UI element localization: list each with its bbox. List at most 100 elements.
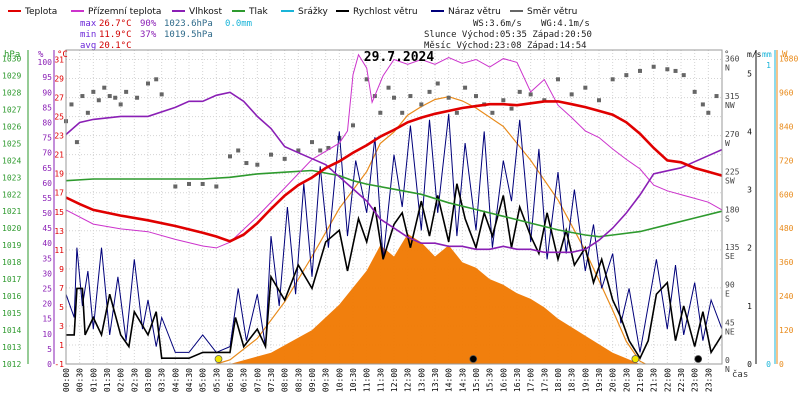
direction-compass-label: SE	[725, 252, 735, 261]
x-tick-label: 13:30	[431, 368, 440, 392]
direction-compass-label: NE	[725, 327, 735, 336]
radiation-tick-label: 120	[779, 326, 794, 335]
humidity-tick-label: 0	[47, 360, 52, 369]
wind-direction-point	[107, 94, 112, 99]
wind-tick-label: 0	[747, 360, 752, 369]
radiation-tick-label: 600	[779, 190, 794, 199]
x-tick-label: 02:00	[117, 368, 126, 392]
chart-title: 29.7.2024	[364, 50, 435, 65]
stats-max-rain: 0.0mm	[225, 19, 252, 29]
temperature-tick-label: 31	[54, 56, 64, 65]
x-tick-label: 14:30	[458, 368, 467, 392]
wind-direction-point	[517, 89, 522, 94]
x-tick-label: 16:00	[499, 368, 508, 392]
wind-tick-label: 2	[747, 244, 752, 253]
stats-min-label: min	[80, 30, 96, 40]
legend-label-2: Přízemní teplota	[88, 7, 161, 17]
moonset-marker	[469, 355, 478, 363]
x-tick-label: 05:30	[212, 368, 221, 392]
humidity-tick-label: 15	[42, 315, 52, 324]
x-tick-label: 07:00	[253, 368, 262, 392]
x-tick-label: 23:00	[691, 368, 700, 392]
x-tick-label: 00:30	[76, 368, 85, 392]
radiation-unit: W	[782, 50, 788, 60]
pressure-tick-label: 1025	[2, 139, 21, 148]
direction-unit: °	[724, 50, 729, 60]
pressure-tick-label: 1020	[2, 224, 21, 233]
wind-direction-point	[509, 106, 514, 111]
humidity-tick-label: 95	[42, 73, 52, 82]
humidity-tick-label: 5	[47, 345, 52, 354]
temperature-tick-label: 19	[54, 170, 64, 179]
temperature-tick-label: 27	[54, 94, 64, 103]
direction-tick-label: 315	[725, 92, 740, 101]
rain-tick-label: 1	[766, 61, 771, 70]
wind-direction-point	[173, 184, 178, 189]
wind-direction-point	[228, 154, 232, 159]
x-tick-label: 23:30	[704, 368, 713, 392]
x-tick-label: 09:30	[322, 368, 331, 392]
wind-direction-point	[187, 181, 191, 186]
wind-direction-point	[269, 152, 273, 157]
temperature-tick-label: 13	[54, 227, 64, 236]
wind-direction-point	[113, 95, 118, 100]
x-tick-label: 06:30	[240, 368, 249, 392]
wind-direction-point	[255, 162, 260, 167]
humidity-tick-label: 20	[42, 300, 52, 309]
wind-direction-point	[102, 85, 107, 90]
wind-direction-point	[400, 110, 405, 115]
stats-avg-label: avg	[80, 41, 96, 51]
wind-direction-point	[159, 92, 164, 97]
x-tick-label: 07:30	[267, 368, 276, 392]
wind-direction-point	[427, 89, 432, 94]
humidity-line	[65, 91, 723, 254]
wind-direction-point	[665, 67, 670, 72]
x-tick-label: 15:30	[486, 368, 495, 392]
direction-compass-label: E	[725, 290, 730, 299]
wind-direction-point	[419, 102, 424, 107]
direction-tick-label: 360	[725, 55, 740, 64]
humidity-tick-label: 80	[42, 118, 52, 127]
x-tick-label: 03:00	[144, 368, 153, 392]
wind-direction-point	[85, 110, 90, 115]
direction-compass-label: S	[725, 214, 730, 223]
legend: Teplota Přízemní teplota Vlhkost Tlak Srážky…	[8, 7, 577, 17]
x-tick-label: 06:00	[226, 368, 235, 392]
radiation-tick-label: 840	[779, 122, 794, 131]
pressure-tick-label: 1016	[2, 292, 21, 301]
rain-unit: mm	[762, 50, 772, 59]
wind-direction-point	[408, 94, 413, 99]
humidity-tick-label: 10	[42, 330, 52, 339]
radiation-tick-label: 240	[779, 292, 794, 301]
x-tick-label: 13:00	[417, 368, 426, 392]
x-tick-label: 08:00	[281, 368, 290, 392]
x-tick-label: 01:00	[89, 368, 98, 392]
pressure-tick-label: 1023	[2, 173, 21, 182]
wind-direction-point	[124, 89, 129, 94]
stats-max-label: max	[80, 19, 97, 29]
wind-direction-point	[624, 73, 629, 78]
sunrise-marker	[214, 355, 223, 363]
wind-direction-point	[638, 68, 642, 73]
x-tick-label: 22:30	[677, 368, 686, 392]
wind-direction-point	[96, 98, 101, 103]
wind-direction-point	[681, 73, 686, 78]
pressure-tick-label: 1017	[2, 275, 21, 284]
direction-tick-label: 270	[725, 130, 740, 139]
stats-min-hum: 37%	[140, 30, 157, 40]
pressure-line	[65, 169, 723, 238]
radiation-tick-label: 480	[779, 224, 794, 233]
wind-direction-point	[569, 92, 574, 97]
x-tick-label: 10:00	[335, 368, 344, 392]
humidity-tick-label: 35	[42, 254, 52, 263]
direction-tick-label: 225	[725, 168, 740, 177]
wind-direction-point	[154, 77, 159, 82]
x-tick-label: 20:00	[609, 368, 618, 392]
wind-direction-point	[610, 77, 615, 82]
wind-direction-point	[146, 81, 150, 86]
wind-direction-point	[351, 123, 355, 128]
legend-label-8: Směr větru	[527, 7, 577, 17]
humidity-unit: %	[38, 50, 44, 60]
wind-direction-point	[435, 81, 440, 86]
wind-direction-point	[392, 95, 396, 100]
